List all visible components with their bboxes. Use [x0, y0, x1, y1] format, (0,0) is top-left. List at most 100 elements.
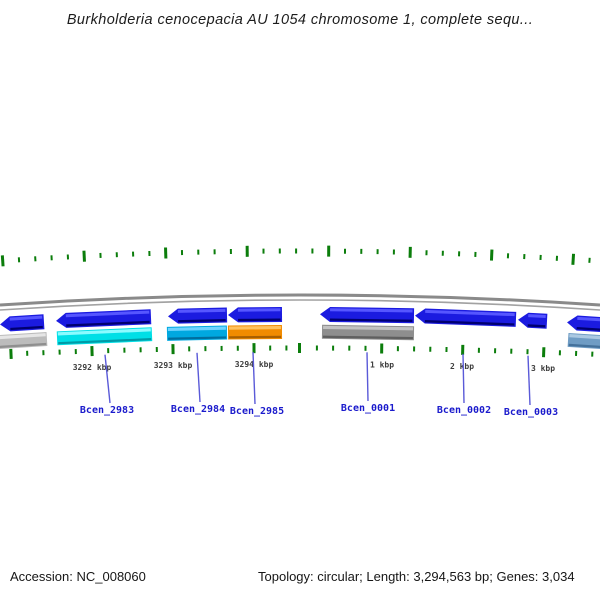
genome-ruler-tick	[360, 248, 363, 254]
region-ruler-tick	[269, 345, 272, 351]
region-ruler-tick	[558, 350, 561, 356]
genome-ruler-tick	[327, 245, 331, 257]
region-ruler-tick	[445, 347, 448, 353]
region-ruler-tick	[58, 349, 61, 355]
gene-arrow[interactable]	[168, 307, 228, 324]
position-label: 2 kbp	[450, 362, 474, 371]
genome-ruler-tick	[34, 256, 37, 262]
genome-ruler-tick	[392, 249, 395, 255]
gene-label-leader	[196, 352, 201, 403]
gene-arrow[interactable]	[320, 306, 415, 324]
genome-ruler-tick	[489, 249, 494, 261]
region-ruler-tick	[494, 348, 497, 354]
region-ruler-tick	[348, 345, 351, 351]
region-ruler-tick	[171, 344, 175, 355]
genome-ruler-tick	[82, 250, 86, 262]
genome-ruler-tick	[588, 257, 591, 263]
genome-ruler-tick	[571, 253, 576, 265]
position-label: 1 kbp	[370, 361, 394, 370]
gene-label-leader	[366, 352, 369, 402]
genome-ruler-tick	[262, 248, 265, 254]
region-ruler-tick	[90, 346, 94, 357]
genome-ruler-tick	[229, 249, 232, 255]
genome-ruler-tick	[376, 249, 379, 255]
gene-feature-block[interactable]	[0, 332, 48, 350]
accession-value: Accession: NC_008060	[10, 569, 146, 584]
gene-arrow[interactable]	[415, 308, 517, 327]
region-ruler-tick	[364, 345, 367, 351]
genome-ruler-tick	[343, 248, 347, 254]
genome-ruler-tick	[213, 249, 216, 255]
gene-label[interactable]: Bcen_2985	[230, 406, 284, 417]
genome-ruler-tick	[180, 250, 184, 256]
region-ruler-tick	[575, 350, 578, 356]
region-ruler-tick	[510, 348, 513, 354]
genome-ruler-tick	[523, 254, 526, 260]
position-label: 3293 kbp	[154, 361, 193, 370]
position-label: 3292 kbp	[73, 363, 112, 372]
gene-label[interactable]: Bcen_2983	[80, 405, 134, 416]
gene-feature-block[interactable]	[567, 332, 600, 350]
gene-label-leader	[527, 355, 531, 406]
gene-label-leader	[462, 353, 465, 404]
region-ruler-tick	[155, 346, 158, 352]
genome-ruler-tick	[164, 247, 168, 259]
genome-ruler-tick	[99, 252, 102, 258]
genome-ruler-tick	[148, 250, 151, 257]
genome-ruler-tick	[132, 251, 135, 257]
gene-arrow[interactable]	[518, 312, 548, 329]
gene-arrow[interactable]	[567, 315, 600, 333]
region-ruler-tick	[204, 346, 207, 352]
region-ruler-tick	[26, 350, 29, 356]
origin-tick	[298, 343, 301, 353]
chromosome-backbone-arc-inner	[0, 299, 600, 311]
genome-ruler-tick	[278, 248, 281, 254]
gene-label[interactable]: Bcen_2984	[171, 404, 225, 415]
genome-ruler-tick	[311, 248, 314, 254]
region-ruler-tick	[429, 346, 432, 352]
region-ruler-tick	[380, 343, 384, 354]
gene-arrow[interactable]	[0, 314, 45, 332]
region-ruler-tick	[477, 347, 480, 353]
region-ruler-tick	[413, 346, 416, 352]
region-ruler-tick	[220, 345, 223, 351]
region-ruler-tick	[461, 344, 465, 355]
region-ruler-tick	[123, 347, 126, 353]
genome-ruler-tick	[408, 246, 412, 258]
region-ruler-tick	[591, 351, 594, 357]
chromosome-backbone-arc	[0, 293, 600, 307]
genome-ruler-tick	[555, 255, 559, 261]
gene-label[interactable]: Bcen_0001	[341, 403, 395, 414]
gene-arrow[interactable]	[228, 306, 283, 323]
gene-label[interactable]: Bcen_0003	[504, 407, 558, 418]
gene-label[interactable]: Bcen_0002	[437, 405, 491, 416]
region-ruler-tick	[526, 349, 529, 355]
region-ruler-tick	[9, 348, 13, 360]
genome-ruler-tick	[17, 257, 21, 263]
genome-ruler-tick	[539, 254, 542, 260]
region-ruler-tick	[252, 343, 256, 354]
genome-ruler-tick	[506, 253, 510, 259]
region-ruler-tick	[332, 345, 335, 351]
genome-ruler-tick	[115, 252, 118, 258]
region-ruler-tick	[285, 345, 288, 351]
region-ruler-tick	[107, 348, 110, 354]
gene-feature-block[interactable]	[56, 327, 153, 346]
region-ruler-tick	[315, 345, 318, 351]
gene-arrow[interactable]	[56, 309, 152, 328]
genome-ruler-tick	[50, 255, 53, 261]
gene-feature-block[interactable]	[227, 324, 283, 340]
topology-value: Topology: circular; Length: 3,294,563 bp…	[258, 569, 575, 584]
genome-ruler-tick	[441, 250, 444, 256]
region-ruler-tick	[236, 345, 239, 351]
genome-ruler-tick	[0, 255, 5, 267]
region-ruler-tick	[42, 350, 45, 356]
gene-feature-block[interactable]	[321, 324, 415, 341]
region-ruler-tick	[396, 346, 399, 352]
genome-ruler-tick	[197, 249, 200, 255]
gene-feature-block[interactable]	[166, 325, 228, 341]
gene-label-leader	[104, 354, 111, 404]
gene-label-leader	[252, 352, 256, 405]
